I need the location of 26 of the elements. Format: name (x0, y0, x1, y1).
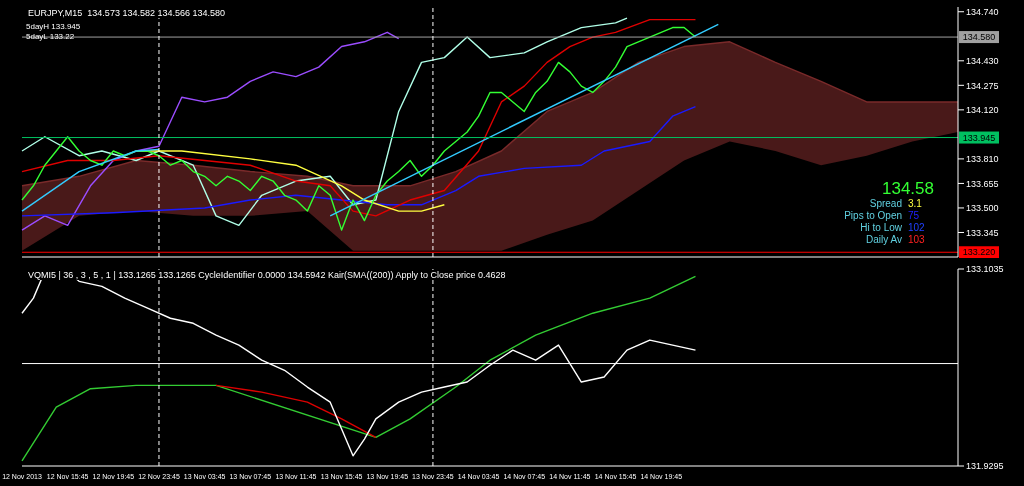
y-tick-label: 133.1035 (966, 264, 1004, 275)
ref-line-label: 133.220 (962, 247, 996, 258)
ref-line-label: 133.945 (962, 132, 996, 143)
ref-line-label: 134.580 (962, 32, 996, 43)
chart-title: EURJPY,M15 134.573 134.582 134.566 134.580 (26, 8, 227, 18)
annotation: 103 (908, 234, 926, 246)
y-tick-label: 134.275 (966, 80, 999, 91)
y-tick-label: 134.120 (966, 105, 999, 116)
y-tick-label: 133.345 (966, 227, 999, 238)
y-tick-label: 133.500 (966, 203, 999, 214)
y-tick-label: 134.430 (966, 55, 999, 66)
annotation: Spread (869, 198, 902, 209)
y-tick-label: 133.810 (966, 154, 999, 165)
annotation: 3.1 (908, 198, 923, 210)
annotation: Daily Av (866, 234, 902, 245)
annotation: 134.58 (881, 179, 934, 198)
y-tick-label: 134.740 (966, 6, 999, 17)
annotation: 5dayH 133.945 (26, 22, 81, 32)
y-tick-label: 133.655 (966, 178, 999, 189)
annotation: 5dayL 133.22 (26, 32, 76, 42)
annotation: Hi to Low (860, 222, 902, 233)
annotation: 75 (908, 210, 921, 222)
annotation: 102 (908, 222, 926, 234)
chart-title: VQMI5 | 36 , 3 , 5 , 1 | 133.1265 133.1265 CycleIdentifier 0.0000 134.5942 Kair(SMA((200)) Apply to Close price 0.4628 (26, 270, 508, 280)
annotation: Pips to Open (844, 210, 902, 221)
y-tick-label: 131.9295 (966, 461, 1004, 472)
